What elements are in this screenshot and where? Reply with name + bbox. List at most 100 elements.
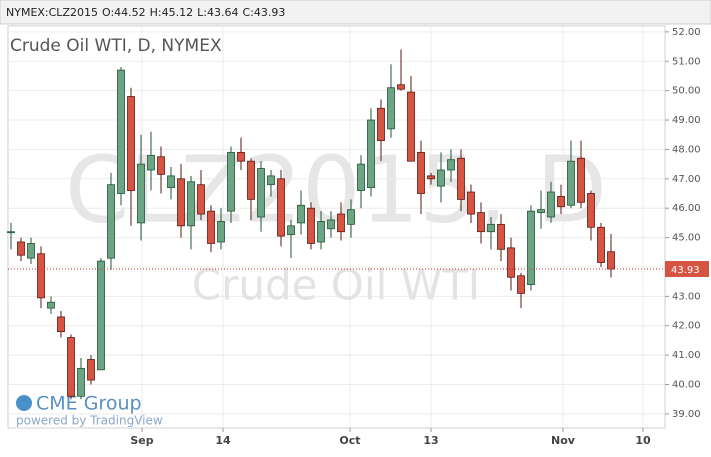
candle-body (17, 241, 25, 256)
candle-body (327, 219, 335, 230)
y-tick-label: 42.00 (672, 321, 701, 332)
y-tick-label: 46.00 (672, 203, 701, 214)
candle-body (287, 225, 295, 236)
candle-body (357, 163, 365, 191)
ohlc-label: H: (150, 6, 162, 19)
candle-body (527, 210, 535, 285)
candle-body (457, 157, 465, 200)
candle-body (257, 168, 265, 218)
candle-body (187, 181, 195, 227)
candle-body (297, 204, 305, 224)
candle-body (417, 151, 425, 194)
candle-body (557, 196, 565, 208)
candle-body (407, 91, 415, 162)
y-tick-label: 51.00 (672, 56, 701, 67)
ohlc-value: 45.12 (162, 6, 194, 19)
candle-body (587, 193, 595, 228)
candle-body (547, 191, 555, 218)
watermark: CLZ2015, D (65, 136, 607, 243)
candle-body (567, 160, 575, 206)
candle-body (87, 359, 95, 381)
y-tick-label: 47.00 (672, 174, 701, 185)
header-bar (0, 0, 711, 25)
candle-body (47, 301, 55, 309)
y-tick-label: 45.00 (672, 233, 701, 244)
y-tick-label: 50.00 (672, 86, 701, 97)
plot-frame (7, 25, 666, 429)
ohlc-value: 43.93 (254, 6, 286, 19)
logo-icon (16, 395, 32, 411)
y-tick-label: 41.00 (672, 350, 701, 361)
candle-body (67, 337, 75, 397)
ohlc-label: O: (102, 6, 114, 19)
candle-body (57, 316, 65, 333)
candle-body (37, 253, 45, 299)
candle-body (507, 247, 515, 278)
candle-body (607, 251, 615, 270)
candle-body (267, 175, 275, 186)
candle-body (367, 119, 375, 189)
candle-body (347, 209, 355, 225)
candle-body (27, 243, 35, 259)
candle-body (207, 210, 215, 244)
candle-body (517, 275, 525, 294)
y-tick-label: 43.00 (672, 291, 701, 302)
candle-body (377, 107, 385, 142)
ohlc-label: L: (197, 6, 207, 19)
y-tick-label: 48.00 (672, 144, 701, 155)
y-tick-label: 39.00 (672, 409, 701, 420)
ohlc-value: 44.52 (114, 6, 146, 19)
candle-body (217, 221, 225, 243)
logo-note: powered by TradingView (16, 414, 163, 428)
candle-body (427, 175, 435, 180)
candle-body (467, 191, 475, 215)
watermark-subtitle: Crude Oil WTI (192, 261, 480, 310)
x-tick-label: 10 (635, 434, 651, 447)
x-tick-label: Oct (339, 434, 360, 447)
candle-body (127, 96, 135, 191)
candle-body (477, 212, 485, 233)
candle-body (597, 226, 605, 263)
candle-body (97, 260, 105, 371)
x-tick-label: 14 (215, 434, 231, 447)
candle-body (387, 87, 395, 130)
candle-body (397, 84, 405, 90)
candle-body (277, 178, 285, 237)
candle-body (77, 367, 85, 397)
x-tick-label: Sep (130, 434, 153, 447)
candle-body (317, 221, 325, 243)
candle-body (177, 178, 185, 227)
candle-body (107, 184, 115, 259)
candle-body (247, 160, 255, 200)
candle-body (167, 175, 175, 189)
candle-body (537, 209, 545, 214)
last-price-box (665, 261, 709, 278)
ohlc-label: C: (242, 6, 253, 19)
last-price-label: 43.93 (671, 265, 700, 276)
y-tick-label: 49.00 (672, 115, 701, 126)
candle-body (117, 69, 125, 194)
candle-body (307, 207, 315, 244)
logo: CME Group (36, 393, 142, 415)
candle-body (237, 151, 245, 162)
candle-body (337, 213, 345, 233)
x-tick-label: Nov (551, 434, 576, 447)
candle-body (137, 163, 145, 224)
candle-body (7, 231, 15, 234)
y-tick-label: 40.00 (672, 380, 701, 391)
candle-body (447, 159, 455, 171)
candle-body (157, 156, 165, 175)
candle-body (147, 154, 155, 171)
candle-body (197, 184, 205, 215)
candle-body (577, 157, 585, 203)
y-tick-label: 52.00 (672, 27, 701, 38)
ohlc-value: 43.64 (207, 6, 239, 19)
header: NYMEX:CLZ2015 O:44.52 H:45.12 L:43.64 C:43.9… (6, 6, 285, 19)
candle-body (497, 223, 505, 250)
symbol: NYMEX:CLZ2015 (6, 6, 98, 19)
candle-body (227, 151, 235, 212)
chart-title: Crude Oil WTI, D, NYMEX (10, 36, 222, 56)
candle-body (437, 169, 445, 187)
x-tick-label: 13 (423, 434, 438, 447)
